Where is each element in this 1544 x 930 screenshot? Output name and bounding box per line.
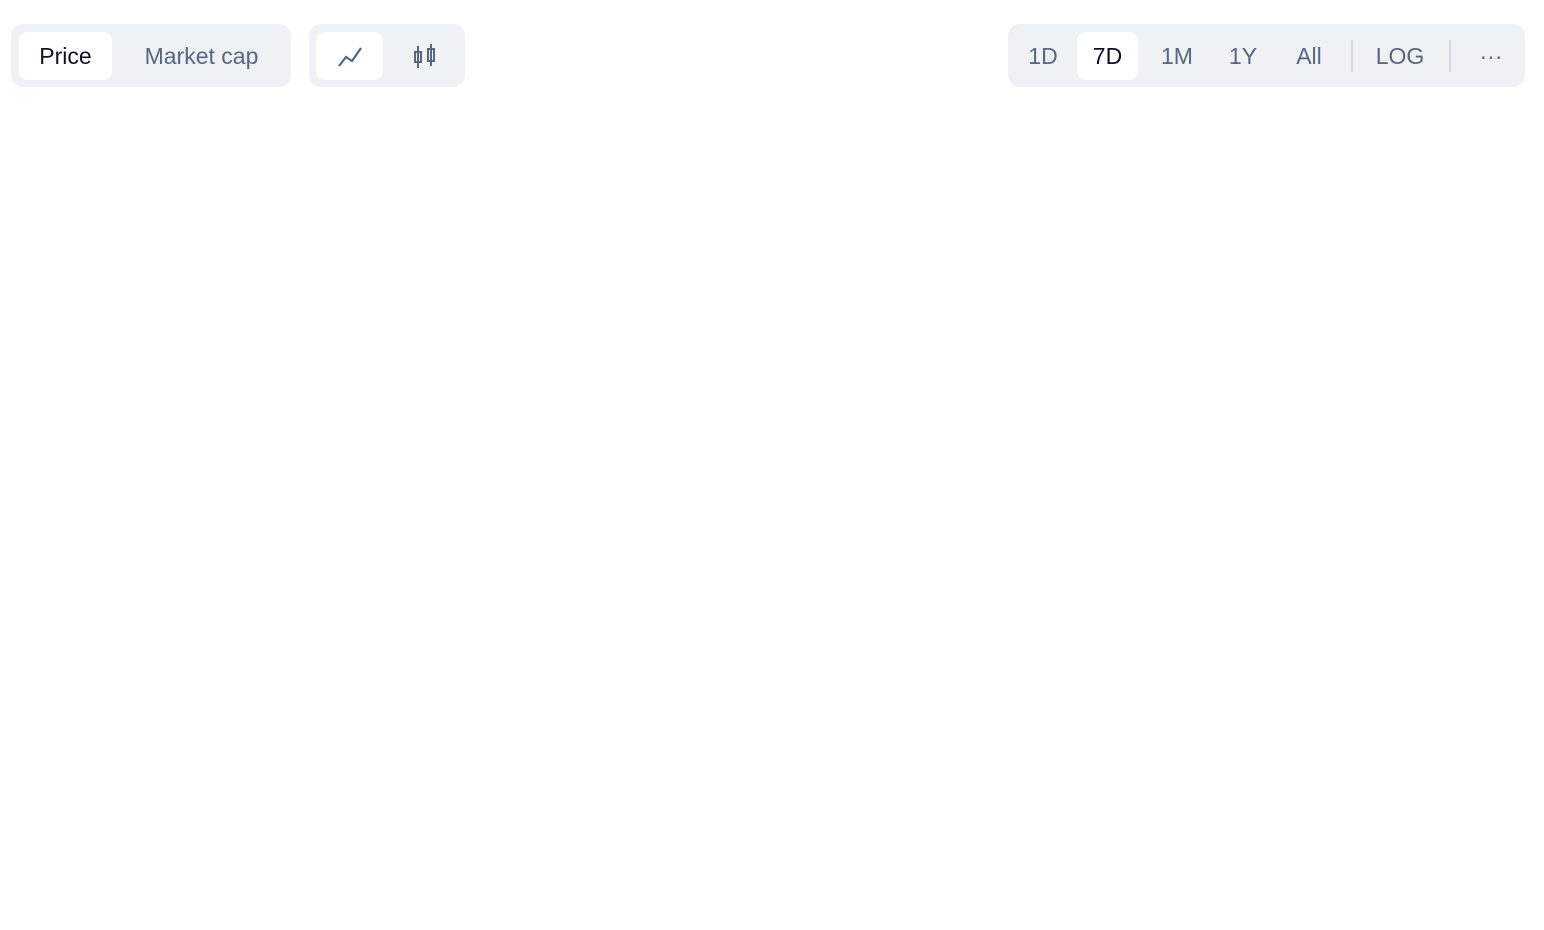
price-area (10, 238, 1410, 826)
price-line (9, 237, 1411, 686)
y-tick-label: 28.0 (1423, 210, 1464, 233)
reference-label: 27.5367 (24, 230, 100, 253)
last-price-badge (1410, 567, 1478, 618)
y-tick-label: 24.0 (1423, 376, 1464, 399)
separator (1449, 40, 1451, 72)
candle-icon (414, 44, 435, 68)
separator (1351, 40, 1353, 72)
volume-area (10, 730, 1410, 825)
range-button[interactable]: 1M (1161, 43, 1193, 69)
line-icon (338, 47, 362, 67)
candle-chart-button[interactable] (391, 32, 458, 80)
plot-frame (9, 138, 1411, 826)
x-tick-label: 2 Feb (483, 845, 537, 868)
range-group: 1D 7D 1M 1Y All LOG ··· (1008, 24, 1525, 87)
y-tick-label: 18.0 (1423, 625, 1464, 648)
chart-type-group (309, 24, 465, 87)
log-button[interactable]: LOG (1375, 43, 1425, 69)
range-button[interactable]: All (1296, 43, 1322, 69)
watermark-logo (1100, 705, 1148, 753)
tab-group: Price Market cap (11, 24, 291, 87)
watermark: CoinMarketCap (1100, 705, 1383, 753)
more-button[interactable]: ··· (1479, 43, 1503, 69)
x-tick-label: 1 Feb (283, 845, 337, 868)
x-tick-label: 3 Feb (683, 845, 737, 868)
range-button[interactable]: 1D (1028, 43, 1058, 69)
range-button[interactable]: 1Y (1228, 43, 1258, 69)
watermark-text: CoinMarketCap (1163, 713, 1383, 746)
range-button[interactable]: 7D (1077, 32, 1138, 80)
y-tick-label: 22.0 (1423, 459, 1464, 482)
reference-label-bg (18, 227, 112, 256)
y-tick-label: 20.0 (1423, 542, 1464, 565)
line-chart-button[interactable] (316, 32, 383, 80)
y-axis-label: USD (1439, 806, 1483, 829)
last-price-label: 19.1 (1424, 581, 1465, 604)
y-tick-label: 16.0 (1423, 709, 1464, 732)
tab-button[interactable]: Market cap (144, 43, 259, 69)
tab-button[interactable]: Price (19, 32, 112, 80)
history-button[interactable] (11, 872, 67, 928)
history-icon (29, 888, 53, 912)
x-tick-label: 31 Jan (78, 845, 141, 868)
x-tick-label: 4 Feb (883, 845, 937, 868)
y-tick-label: 26.0 (1423, 293, 1464, 316)
x-tick-label: 6 Feb (1283, 845, 1337, 868)
x-tick-label: 5 Feb (1083, 845, 1137, 868)
